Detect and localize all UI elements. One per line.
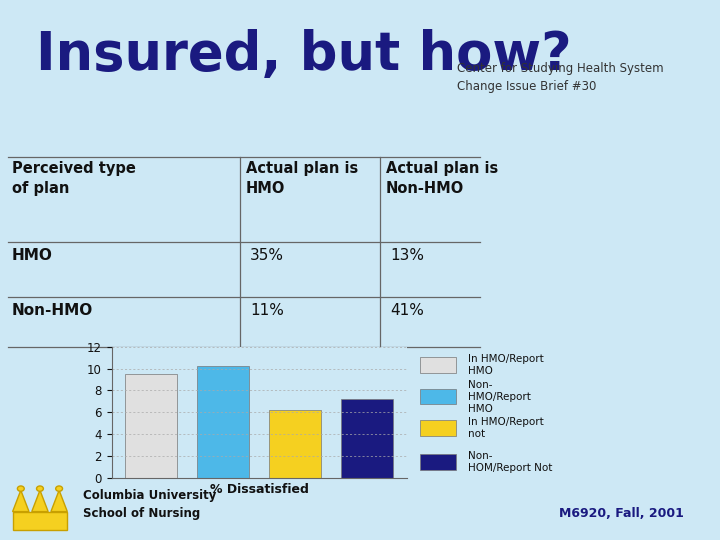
Bar [420, 389, 456, 404]
Text: 41%: 41% [390, 303, 424, 318]
Circle shape [37, 486, 43, 491]
Bar [197, 367, 249, 478]
Text: M6920, Fall, 2001: M6920, Fall, 2001 [559, 508, 684, 521]
Text: HMO: HMO [12, 248, 53, 263]
Text: Perceived type
of plan: Perceived type of plan [12, 161, 136, 195]
Bar [420, 454, 456, 470]
X-axis label: % Dissatisfied: % Dissatisfied [210, 483, 309, 496]
Polygon shape [13, 490, 29, 511]
Polygon shape [32, 490, 48, 511]
Text: 35%: 35% [250, 248, 284, 263]
Bar [269, 410, 321, 478]
Text: Non-HMO: Non-HMO [12, 303, 94, 318]
Bar [341, 399, 393, 478]
Circle shape [55, 486, 63, 491]
Text: Non-
HMO/Report
HMO: Non- HMO/Report HMO [468, 380, 531, 414]
Polygon shape [51, 490, 68, 511]
Bar [125, 374, 177, 478]
Text: Insured, but how?: Insured, but how? [36, 29, 572, 80]
Text: In HMO/Report
HMO: In HMO/Report HMO [468, 354, 544, 376]
Bar [420, 420, 456, 436]
Text: Columbia University
School of Nursing: Columbia University School of Nursing [83, 489, 216, 520]
Text: 11%: 11% [250, 303, 284, 318]
Circle shape [17, 486, 24, 491]
Text: 13%: 13% [390, 248, 424, 263]
Bar [420, 357, 456, 373]
Text: Non-
HOM/Report Not: Non- HOM/Report Not [468, 451, 552, 473]
Text: Actual plan is
HMO: Actual plan is HMO [246, 161, 359, 195]
Text: In HMO/Report
not: In HMO/Report not [468, 417, 544, 439]
FancyBboxPatch shape [13, 511, 68, 530]
Text: Actual plan is
Non-HMO: Actual plan is Non-HMO [386, 161, 498, 195]
Text: Center for Studying Health System
Change Issue Brief #30: Center for Studying Health System Change… [457, 62, 664, 93]
